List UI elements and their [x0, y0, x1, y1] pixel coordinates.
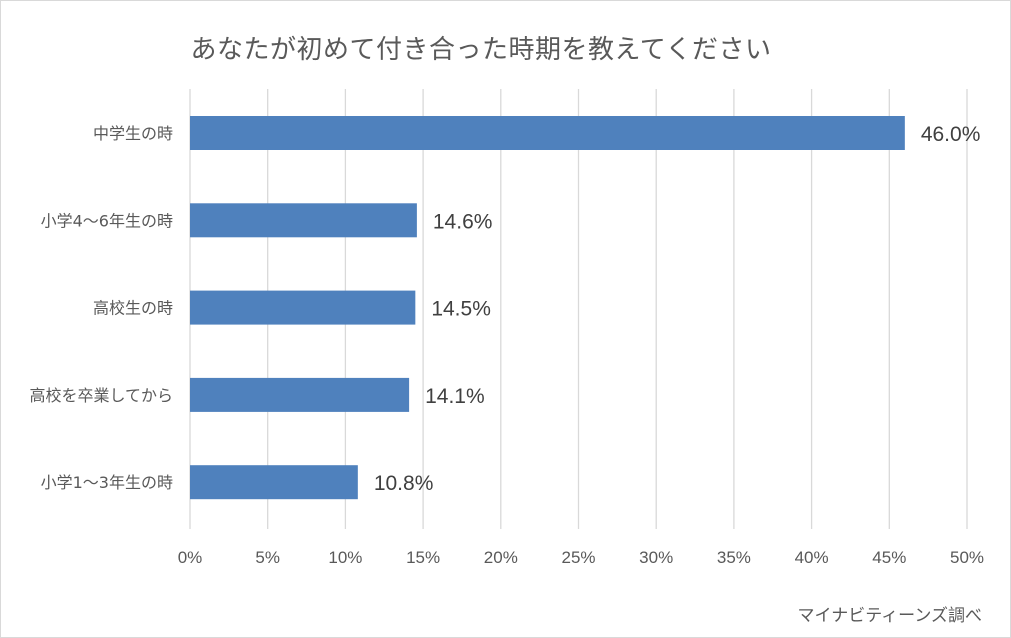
category-label: 中学生の時: [93, 124, 173, 143]
bar: [190, 377, 410, 412]
bar: [190, 290, 416, 325]
x-tick-label: 5%: [255, 548, 280, 567]
x-tick-label: 20%: [484, 548, 518, 567]
data-label: 46.0%: [921, 123, 981, 146]
x-tick-label: 35%: [717, 548, 751, 567]
bar: [190, 116, 905, 150]
data-label: 10.8%: [374, 472, 434, 495]
x-tick-label: 15%: [406, 548, 440, 567]
x-tick-label: 10%: [328, 548, 362, 567]
category-label: 高校生の時: [93, 299, 173, 318]
bar: [190, 203, 417, 238]
source-note: マイナビティーンズ調べ: [797, 606, 982, 626]
data-label: 14.6%: [433, 210, 493, 233]
value-labels: 46.0% 14.6% 14.5% 14.1% 10.8%: [374, 123, 981, 495]
bars: [190, 116, 905, 500]
category-label: 高校を卒業してから: [29, 386, 173, 405]
x-axis-tick-labels: 0% 5% 10% 15% 20% 25% 30% 35% 40% 45% 50%: [178, 548, 984, 567]
data-label: 14.5%: [431, 298, 491, 321]
chart-title: あなたが初めて付き合った時期を教えてください: [190, 35, 772, 65]
data-label: 14.1%: [425, 385, 485, 408]
x-tick-label: 50%: [950, 548, 984, 567]
x-tick-label: 45%: [872, 548, 906, 567]
bar: [190, 465, 358, 500]
category-label: 小学4〜6年生の時: [41, 211, 173, 230]
x-tick-label: 40%: [795, 548, 829, 567]
x-tick-label: 30%: [639, 548, 673, 567]
x-tick-label: 0%: [178, 548, 203, 567]
x-tick-label: 25%: [561, 548, 595, 567]
category-label: 小学1〜3年生の時: [41, 473, 173, 492]
